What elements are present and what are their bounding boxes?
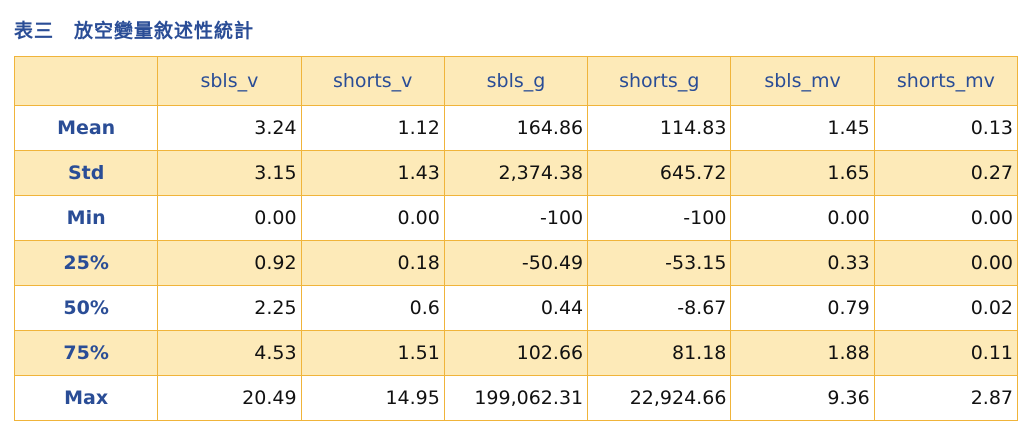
cell-value: 1.12 (300, 105, 445, 151)
cell-value: -50.49 (443, 240, 589, 286)
table-body: Mean 3.24 1.12 164.86 114.83 1.45 0.13 Std 3.15 1… (13, 105, 1019, 421)
row-label: Std (13, 150, 159, 196)
column-header: shorts_mv (873, 56, 1019, 106)
cell-value: 0.79 (730, 285, 875, 331)
column-header: sbls_v (157, 56, 302, 106)
cell-value: 0.00 (873, 240, 1019, 286)
table-row: Mean 3.24 1.12 164.86 114.83 1.45 0.13 (13, 105, 1019, 151)
row-label: 25% (13, 240, 159, 286)
row-label: 50% (13, 285, 159, 331)
cell-value: 0.00 (300, 195, 445, 241)
cell-value: 0.13 (873, 105, 1019, 151)
table-title: 表三 放空變量敘述性統計 (14, 20, 255, 42)
corner-cell (13, 56, 159, 106)
cell-value: 164.86 (443, 105, 589, 151)
cell-value: 9.36 (730, 375, 875, 421)
cell-value: 4.53 (157, 330, 302, 376)
cell-value: 0.92 (157, 240, 302, 286)
cell-value: 1.51 (300, 330, 445, 376)
row-label: Max (13, 375, 159, 421)
table-row: 25% 0.92 0.18 -50.49 -53.15 0.33 0.00 (13, 240, 1019, 286)
cell-value: -53.15 (587, 240, 732, 286)
cell-value: 0.00 (873, 195, 1019, 241)
cell-value: 2.87 (873, 375, 1019, 421)
cell-value: 20.49 (157, 375, 302, 421)
table-row: Max 20.49 14.95 199,062.31 22,924.66 9.36 2.87 (13, 375, 1019, 421)
cell-value: 0.6 (300, 285, 445, 331)
cell-value: 1.88 (730, 330, 875, 376)
column-header: shorts_v (300, 56, 445, 106)
cell-value: 0.11 (873, 330, 1019, 376)
row-label: Mean (13, 105, 159, 151)
cell-value: 3.15 (157, 150, 302, 196)
column-header: shorts_g (587, 56, 732, 106)
cell-value: 0.02 (873, 285, 1019, 331)
cell-value: 0.33 (730, 240, 875, 286)
cell-value: 14.95 (300, 375, 445, 421)
cell-value: -100 (587, 195, 732, 241)
row-label: Min (13, 195, 159, 241)
stats-table: sbls_v shorts_v sbls_g shorts_g sbls_mv short… (13, 56, 1019, 421)
cell-value: 22,924.66 (587, 375, 732, 421)
cell-value: 1.65 (730, 150, 875, 196)
table-row: 75% 4.53 1.51 102.66 81.18 1.88 0.11 (13, 330, 1019, 376)
cell-value: 0.00 (157, 195, 302, 241)
header-row: sbls_v shorts_v sbls_g shorts_g sbls_mv short… (13, 56, 1019, 106)
cell-value: 81.18 (587, 330, 732, 376)
column-header: sbls_g (443, 56, 589, 106)
cell-value: 0.18 (300, 240, 445, 286)
cell-value: -100 (443, 195, 589, 241)
cell-value: 1.45 (730, 105, 875, 151)
table-row: 50% 2.25 0.6 0.44 -8.67 0.79 0.02 (13, 285, 1019, 331)
cell-value: 0.44 (443, 285, 589, 331)
cell-value: 2.25 (157, 285, 302, 331)
cell-value: 0.00 (730, 195, 875, 241)
cell-value: 645.72 (587, 150, 732, 196)
cell-value: 2,374.38 (443, 150, 589, 196)
cell-value: 0.27 (873, 150, 1019, 196)
cell-value: 102.66 (443, 330, 589, 376)
table-row: Std 3.15 1.43 2,374.38 645.72 1.65 0.27 (13, 150, 1019, 196)
cell-value: 114.83 (587, 105, 732, 151)
row-label: 75% (13, 330, 159, 376)
cell-value: 1.43 (300, 150, 445, 196)
cell-value: 199,062.31 (443, 375, 589, 421)
table-row: Min 0.00 0.00 -100 -100 0.00 0.00 (13, 195, 1019, 241)
cell-value: 3.24 (157, 105, 302, 151)
column-header: sbls_mv (730, 56, 875, 106)
cell-value: -8.67 (587, 285, 732, 331)
